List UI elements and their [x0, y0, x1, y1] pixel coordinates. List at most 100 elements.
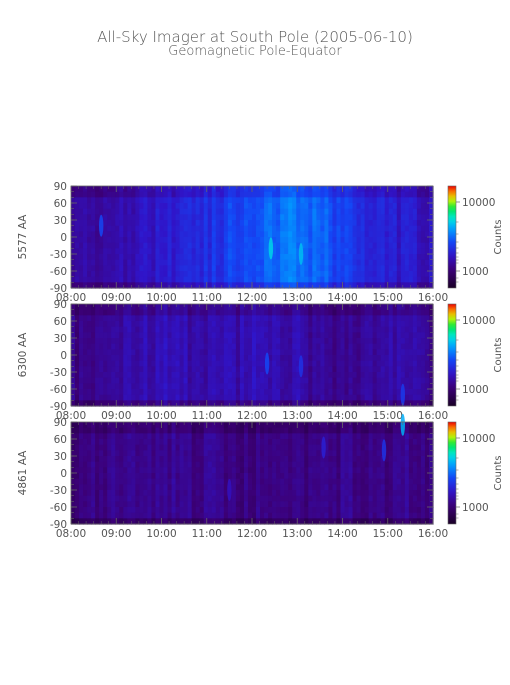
heatmap-cell — [284, 462, 289, 468]
heatmap-cell — [87, 338, 92, 344]
heatmap-cell — [196, 209, 201, 215]
heatmap-cell — [284, 344, 289, 350]
heatmap-cell — [268, 456, 273, 462]
heatmap-cell — [131, 271, 136, 277]
heatmap-cell — [115, 332, 120, 338]
heatmap-cell — [212, 349, 217, 355]
heatmap-cell — [176, 484, 181, 490]
heatmap-cell — [139, 220, 144, 226]
heatmap-cell — [340, 439, 345, 445]
heatmap-cell — [127, 378, 132, 384]
heatmap-cell — [276, 271, 281, 277]
heatmap-cell — [119, 467, 124, 473]
heatmap-cell — [405, 231, 410, 237]
heatmap-cell — [236, 220, 241, 226]
heatmap-cell — [256, 344, 261, 350]
heatmap-cell — [320, 513, 325, 519]
heatmap-cell — [236, 310, 241, 316]
heatmap-cell — [143, 450, 148, 456]
heatmap-cell — [272, 277, 277, 283]
heatmap-cell — [75, 456, 80, 462]
heatmap-cell — [135, 473, 140, 479]
heatmap-cell — [172, 254, 177, 260]
heatmap-cell — [228, 361, 233, 367]
heatmap-cell — [164, 186, 169, 192]
heatmap-cell — [312, 321, 317, 327]
colorbar-label: Counts — [493, 338, 504, 373]
heatmap-cell — [316, 433, 321, 439]
heatmap-cell — [332, 372, 337, 378]
heatmap-cell — [417, 277, 422, 283]
heatmap-cell — [365, 450, 370, 456]
heatmap-cell — [409, 192, 414, 198]
heatmap-cell — [111, 501, 116, 507]
colorbar-tick-label: 10000 — [462, 197, 495, 209]
heatmap-cell — [127, 321, 132, 327]
heatmap-cell — [176, 366, 181, 372]
heatmap-cell — [349, 496, 354, 502]
heatmap-cell — [172, 395, 177, 401]
heatmap-cell — [91, 203, 96, 209]
x-tick-label: 10:00 — [146, 292, 176, 304]
heatmap-cell — [164, 484, 169, 490]
heatmap-cell — [224, 315, 229, 321]
heatmap-cell — [316, 507, 321, 513]
heatmap-cell — [196, 513, 201, 519]
heatmap-cell — [240, 332, 245, 338]
heatmap-cell — [417, 349, 422, 355]
heatmap-cell — [95, 462, 100, 468]
heatmap-cell — [180, 186, 185, 192]
heatmap-cell — [143, 484, 148, 490]
heatmap-cell — [264, 192, 269, 198]
heatmap-cell — [155, 445, 160, 451]
heatmap-cell — [316, 349, 321, 355]
heatmap-cell — [216, 473, 221, 479]
heatmap-cell — [397, 349, 402, 355]
heatmap-cell — [345, 450, 350, 456]
heatmap-cell — [300, 265, 305, 271]
heatmap-cell — [151, 344, 156, 350]
heatmap-cell — [345, 243, 350, 249]
heatmap-cell — [87, 321, 92, 327]
heatmap-cell — [365, 428, 370, 434]
heatmap-cell — [224, 226, 229, 232]
heatmap-cell — [224, 355, 229, 361]
heatmap-cell — [361, 214, 366, 220]
heatmap-cell — [111, 344, 116, 350]
heatmap-cell — [308, 395, 313, 401]
heatmap-cell — [95, 479, 100, 485]
heatmap-cell — [413, 372, 418, 378]
heatmap-cell — [99, 366, 104, 372]
heatmap-cell — [212, 496, 217, 502]
heatmap-cell — [220, 209, 225, 215]
heatmap-cell — [216, 507, 221, 513]
heatmap-cell — [155, 456, 160, 462]
heatmap-cell — [164, 243, 169, 249]
heatmap-cell — [244, 501, 249, 507]
heatmap-cell — [115, 310, 120, 316]
heatmap-cell — [320, 372, 325, 378]
heatmap-cell — [264, 496, 269, 502]
heatmap-cell — [180, 192, 185, 198]
heatmap-cell — [353, 304, 358, 310]
heatmap-cell — [405, 254, 410, 260]
heatmap-cell — [208, 445, 213, 451]
heatmap-cell — [385, 265, 390, 271]
heatmap-cell — [320, 462, 325, 468]
heatmap-cell — [320, 496, 325, 502]
heatmap-cell — [188, 479, 193, 485]
heatmap-cell — [332, 501, 337, 507]
heatmap-cell — [119, 378, 124, 384]
heatmap-cell — [228, 203, 233, 209]
heatmap-cell — [373, 378, 378, 384]
heatmap-cell — [111, 479, 116, 485]
heatmap-cell — [284, 254, 289, 260]
heatmap-cell — [292, 445, 297, 451]
heatmap-cell — [79, 473, 84, 479]
heatmap-cell — [224, 332, 229, 338]
heatmap-cell — [172, 484, 177, 490]
heatmap-cell — [256, 271, 261, 277]
heatmap-cell — [248, 327, 253, 333]
heatmap-cell — [204, 501, 209, 507]
